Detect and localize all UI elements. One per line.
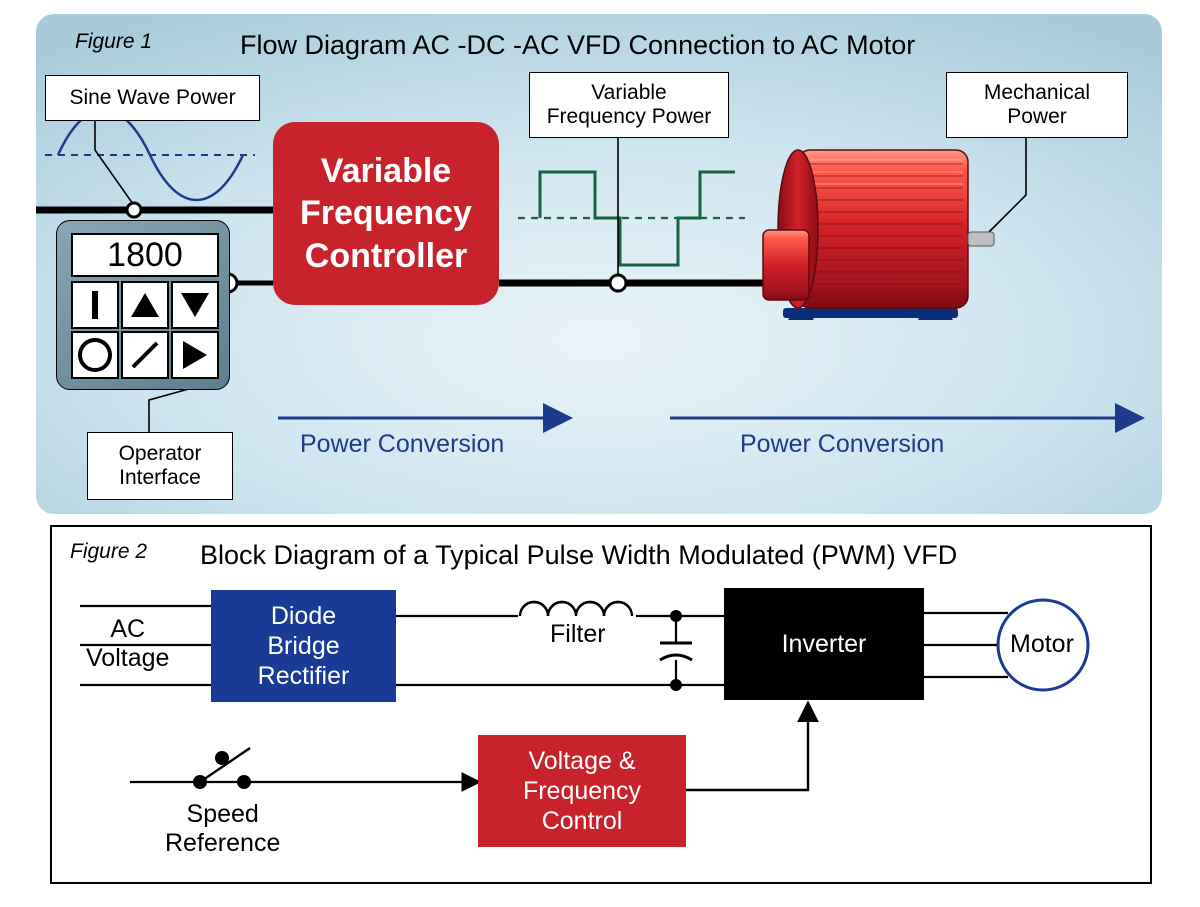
power-conversion-label-1: Power Conversion bbox=[300, 430, 504, 459]
callout-mechanical: Mechanical Power bbox=[946, 72, 1128, 138]
figure-1-title: Flow Diagram AC -DC -AC VFD Connection t… bbox=[240, 30, 915, 61]
vf-control-block: Voltage & Frequency Control bbox=[478, 735, 686, 847]
figure-2-title: Block Diagram of a Typical Pulse Width M… bbox=[200, 540, 957, 571]
keypad-btn-slash-icon bbox=[121, 331, 169, 379]
keypad-btn-down-icon bbox=[171, 281, 219, 329]
speed-ref-label: Speed Reference bbox=[165, 800, 280, 858]
inverter-block: Inverter bbox=[724, 588, 924, 700]
motor-label: Motor bbox=[1010, 630, 1074, 659]
keypad-btn-up-icon bbox=[121, 281, 169, 329]
filter-label: Filter bbox=[550, 620, 606, 649]
diagram-root: Figure 1 Flow Diagram AC -DC -AC VFD Con… bbox=[0, 0, 1200, 907]
callout-vfp: Variable Frequency Power bbox=[529, 72, 729, 138]
keypad-btn-play-icon bbox=[171, 331, 219, 379]
rectifier-block: Diode Bridge Rectifier bbox=[211, 590, 396, 702]
keypad-display: 1800 bbox=[71, 233, 219, 277]
motor-icon bbox=[763, 150, 994, 320]
ac-voltage-label: AC Voltage bbox=[86, 615, 169, 673]
callout-sine: Sine Wave Power bbox=[45, 75, 260, 121]
vfc-block: Variable Frequency Controller bbox=[273, 122, 499, 305]
keypad: 1800 bbox=[56, 220, 230, 390]
keypad-btn-stop-icon bbox=[71, 281, 119, 329]
callout-operator: Operator Interface bbox=[87, 432, 233, 500]
power-conversion-label-2: Power Conversion bbox=[740, 430, 944, 459]
keypad-btn-circle-icon bbox=[71, 331, 119, 379]
figure-1-label: Figure 1 bbox=[75, 30, 152, 54]
figure-2-label: Figure 2 bbox=[70, 540, 147, 564]
